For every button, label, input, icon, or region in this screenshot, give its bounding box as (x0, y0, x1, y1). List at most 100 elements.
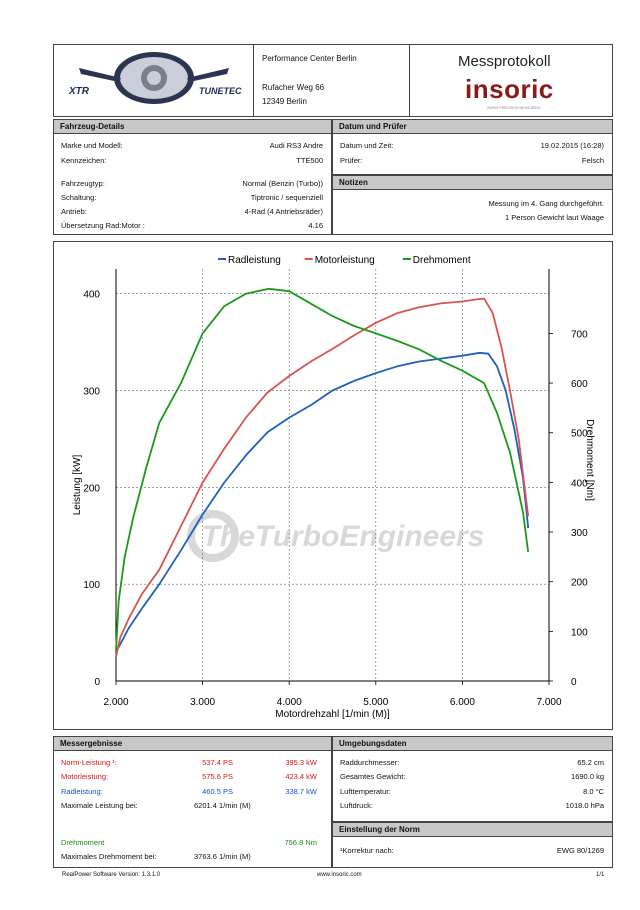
date-box (332, 133, 613, 175)
power-torque-chart: TheTurboEngineers 2.000 3.000 4.000 5.000 6.0… (72, 255, 595, 720)
y-tick-label: 300 (83, 387, 100, 398)
norm-correction-label: ¹Korrektur nach: (340, 846, 394, 855)
report-sheet: XTR TUNETEC Performance Center Berlin Ru… (53, 44, 613, 868)
results-section-header: Messergebnisse (53, 736, 332, 751)
torque-label: Drehmoment (61, 838, 105, 847)
max-torque-label: Maximales Drehmoment bei: (61, 852, 157, 861)
notes-line-1: Messung im 4. Gang durchgeführt. (488, 199, 604, 208)
y2-tick-label: 0 (571, 677, 577, 688)
wheel-power-label: Radleistung: (61, 787, 103, 796)
environment-box (332, 750, 613, 822)
footer-page: 1/1 (596, 872, 605, 878)
vehicle-row-label: Fahrzeugtyp: (61, 179, 105, 188)
series-line-drehmoment (115, 287, 530, 652)
y2-tick-label: 600 (571, 379, 588, 390)
chart-box (53, 241, 613, 730)
vehicle-row-value: TTE500 (296, 156, 323, 165)
legend-label-radleistung: Radleistung (228, 255, 281, 266)
norm-section-header: Einstellung der Norm (332, 822, 613, 837)
norm-power-ps: 537.4 PS (202, 758, 233, 767)
date-row-label: Datum und Zeit: (340, 141, 394, 150)
logo-left-text: XTR (68, 86, 90, 97)
logo-right-text: TUNETEC (199, 86, 242, 96)
insoric-brand: insoric (465, 74, 554, 104)
norm-power-kw: 395.3 kW (285, 758, 317, 767)
x-tick-label: 2.000 (103, 697, 128, 708)
y-tick-label: 400 (83, 290, 100, 301)
wheel-power-kw: 338.7 kW (285, 787, 317, 796)
vehicle-row-value: Tiptronic / sequenziell (250, 193, 323, 202)
legend-label-motorleistung: Motorleistung (315, 255, 375, 266)
vehicle-row-value: 4-Rad (4 Antriebsräder) (244, 207, 323, 216)
series-line-radleistung (115, 351, 530, 653)
header-box (53, 44, 613, 117)
norm-power-label: Norm-Leistung ¹: (61, 758, 117, 767)
motor-power-label: Motorleistung: (61, 772, 109, 781)
notes-box (332, 189, 613, 235)
vehicle-row-value: Normal (Benzin (Turbo)) (242, 179, 323, 188)
environment-row-label: Gesamtes Gewicht: (340, 772, 406, 781)
vehicle-row-value: Audi RS3 Andre (269, 141, 323, 150)
results-box (53, 750, 332, 868)
vehicle-row-label: Marke und Modell: (61, 141, 123, 150)
x-axis-label: Motordrehzahl [1/min (M)] (275, 709, 390, 720)
x-tick-label: 4.000 (277, 697, 302, 708)
company-street: Rufacher Weg 66 (262, 83, 325, 92)
y2-axis-label: Drehmoment [Nm] (584, 419, 595, 501)
y2-tick-label: 100 (571, 627, 588, 638)
header-divider-1 (253, 44, 254, 117)
y-tick-label: 100 (83, 580, 100, 591)
company-name: Performance Center Berlin (262, 54, 357, 63)
vehicle-row-label: Kennzeichen: (61, 156, 107, 165)
company-logo: XTR TUNETEC (59, 48, 249, 114)
vehicle-row-label: Übersetzung Rad:Motor : (61, 221, 145, 230)
x-tick-label: 7.000 (536, 697, 561, 708)
footer-website: www.insoric.com (317, 872, 362, 878)
company-city: 12349 Berlin (262, 97, 307, 106)
date-row-value: Felsch (581, 156, 604, 165)
header-divider-2 (409, 44, 410, 117)
doc-title: Messprotokoll (458, 53, 551, 70)
max-power-label: Maximale Leistung bei: (61, 801, 138, 810)
x-tick-label: 3.000 (190, 697, 215, 708)
vehicle-row-value: 4.16 (308, 221, 323, 230)
x-tick-label: 6.000 (450, 697, 475, 708)
notes-section-header: Notizen (332, 175, 613, 190)
date-row-label: Prüfer: (340, 156, 363, 165)
vehicle-row-label: Antrieb: (61, 207, 87, 216)
environment-row-label: Lufttemperatur: (340, 787, 391, 796)
y-tick-label: 0 (94, 677, 100, 688)
y2-tick-label: 400 (571, 478, 588, 489)
vehicle-box (53, 133, 332, 235)
y-axis-label: Leistung [kW] (72, 454, 83, 515)
max-torque-value: 3763.6 1/min (M) (194, 852, 251, 861)
watermark-text: TheTurboEngineers (202, 520, 485, 553)
footer-software: RealPower Software Version: 1.3.1.0 (62, 872, 161, 878)
y2-tick-label: 500 (571, 429, 588, 440)
wheel-power-ps: 460.5 PS (202, 787, 233, 796)
environment-row-label: Raddurchmesser: (340, 758, 400, 767)
y2-tick-label: 700 (571, 329, 588, 340)
motor-power-kw: 423.4 kW (285, 772, 317, 781)
max-power-value: 6201.4 1/min (M) (194, 801, 251, 810)
x-tick-label: 5.000 (363, 697, 388, 708)
vehicle-row-label: Schaltung: (61, 193, 97, 202)
y-tick-label: 200 (83, 483, 100, 494)
series-line-motorleistung (115, 297, 530, 657)
environment-row-value: 1690.0 kg (571, 772, 604, 781)
y2-tick-label: 200 (571, 578, 588, 589)
watermark-turbo-icon (187, 510, 239, 562)
insoric-tagline: SWISS PRECISION MEASURING (487, 106, 541, 110)
motor-power-ps: 575.6 PS (202, 772, 233, 781)
norm-correction-value: EWG 80/1269 (556, 846, 604, 855)
environment-row-value: 8.0 °C (583, 787, 604, 796)
notes-line-2: 1 Person Gewicht laut Waage (505, 213, 604, 222)
norm-box (332, 836, 613, 868)
date-section-header: Datum und Prüfer (332, 119, 613, 134)
environment-row-label: Luftdruck: (340, 801, 373, 810)
environment-section-header: Umgebungsdaten (332, 736, 613, 751)
vehicle-section-header: Fahrzeug-Details (53, 119, 332, 134)
environment-row-value: 1018.0 hPa (565, 801, 604, 810)
y2-tick-label: 300 (571, 528, 588, 539)
torque-value: 756.8 Nm (284, 838, 317, 847)
